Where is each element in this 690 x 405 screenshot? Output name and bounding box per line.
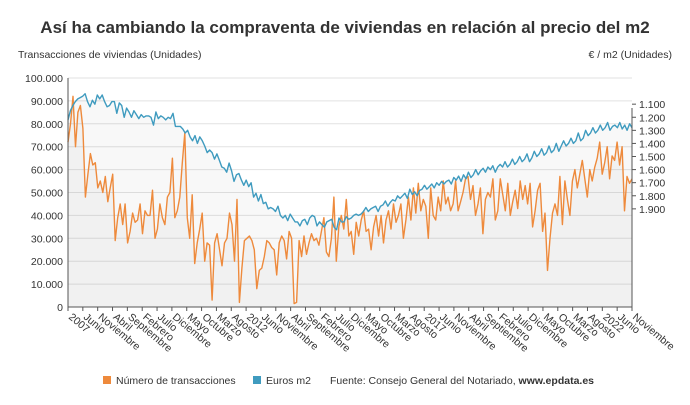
left-tick-label: 10.000 bbox=[31, 279, 63, 291]
left-axis-ticks: 0 10.000 20.000 30.000 40.000 50.000 60.000 70.… bbox=[25, 73, 63, 314]
left-tick-label: 40.000 bbox=[31, 210, 63, 222]
right-tick-label: 1.800 bbox=[639, 191, 665, 203]
legend: Número de transacciones Euros m2 Fuente:… bbox=[103, 375, 594, 387]
x-axis-ticks: 2007JunioNoviembreAbrilSeptiembreFebrero… bbox=[66, 307, 677, 355]
right-tick-label: 1.500 bbox=[639, 152, 665, 164]
left-tick-label: 50.000 bbox=[31, 188, 63, 200]
source-note: Fuente: Consejo General del Notariado, w… bbox=[330, 375, 594, 387]
left-tick-label: 80.000 bbox=[31, 119, 63, 131]
legend-swatch-euros bbox=[253, 376, 261, 384]
right-tick-label: 1.100 bbox=[639, 99, 665, 111]
legend-label-euros: Euros m2 bbox=[266, 375, 311, 387]
source-site: www.epdata.es bbox=[518, 375, 595, 387]
area-fill bbox=[68, 93, 632, 307]
right-axis-title: € / m2 (Unidades) bbox=[589, 49, 672, 61]
series-line-1 bbox=[67, 93, 633, 231]
source-label: Fuente: Consejo General del Notariado, bbox=[330, 375, 519, 387]
right-tick-label: 1.400 bbox=[639, 138, 665, 150]
series-area-0 bbox=[68, 96, 632, 307]
left-tick-label: 90.000 bbox=[31, 96, 63, 108]
left-axis-title: Transacciones de viviendas (Unidades) bbox=[18, 49, 201, 61]
right-tick-label: 1.900 bbox=[639, 204, 665, 216]
left-tick-label: 60.000 bbox=[31, 165, 63, 177]
series-line-0 bbox=[67, 95, 633, 305]
gridlines bbox=[68, 77, 632, 308]
left-tick-label: 20.000 bbox=[31, 256, 63, 268]
series-area-1 bbox=[68, 93, 632, 307]
left-tick-label: 100.000 bbox=[25, 73, 63, 85]
right-tick-label: 1.300 bbox=[639, 125, 665, 137]
legend-label-transacciones: Número de transacciones bbox=[116, 375, 236, 387]
left-tick-label: 30.000 bbox=[31, 233, 63, 245]
legend-swatch-transacciones bbox=[103, 376, 111, 384]
left-tick-label: 70.000 bbox=[31, 142, 63, 154]
right-tick-label: 1.600 bbox=[639, 165, 665, 177]
right-tick-label: 1.700 bbox=[639, 178, 665, 190]
left-tick-label: 0 bbox=[57, 302, 63, 314]
right-tick-label: 1.200 bbox=[639, 112, 665, 124]
series-lines bbox=[67, 93, 633, 305]
chart-title: Así ha cambiando la compraventa de vivie… bbox=[40, 18, 649, 37]
